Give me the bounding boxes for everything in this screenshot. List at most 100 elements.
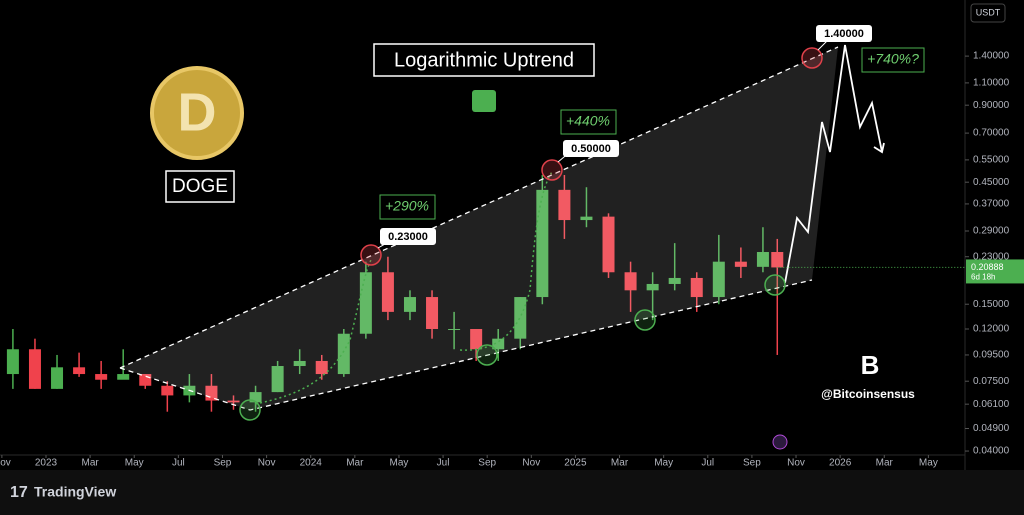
y-tick-label: 0.07500 bbox=[973, 376, 1010, 387]
peak-circle bbox=[541, 159, 563, 181]
x-tick-label: Jul bbox=[437, 458, 450, 469]
x-tick-label: Mar bbox=[876, 458, 894, 469]
x-tick-label: 2025 bbox=[564, 458, 587, 469]
callout-label: 0.23000 bbox=[388, 231, 428, 243]
markers bbox=[239, 47, 823, 421]
candle-body bbox=[602, 216, 615, 273]
coin-letter: D bbox=[178, 82, 217, 142]
candle-body bbox=[227, 400, 240, 403]
y-tick-label: 0.06100 bbox=[973, 399, 1010, 410]
wedge-fill bbox=[120, 47, 838, 410]
candle-body bbox=[271, 366, 284, 393]
candle-body bbox=[492, 338, 505, 350]
x-tick-label: 2024 bbox=[300, 458, 323, 469]
y-tick-label: 0.70000 bbox=[973, 128, 1010, 139]
candle-body bbox=[771, 252, 784, 268]
candle-body bbox=[403, 297, 416, 312]
x-tick-label: Sep bbox=[478, 458, 496, 469]
x-tick-label: 2026 bbox=[829, 458, 852, 469]
y-tick-label: 0.04000 bbox=[973, 446, 1010, 457]
candle-body bbox=[51, 367, 64, 389]
candle-body bbox=[337, 333, 350, 375]
symbol: DOGE bbox=[172, 176, 228, 197]
y-tick-label: 0.04900 bbox=[973, 423, 1010, 434]
candle-body bbox=[381, 272, 394, 312]
y-tick-label: 0.55000 bbox=[973, 155, 1010, 166]
y-tick-label: 1.40000 bbox=[973, 51, 1010, 62]
price-callout bbox=[563, 140, 619, 157]
price-callout bbox=[380, 228, 436, 245]
x-tick-label: Nov bbox=[522, 458, 540, 469]
candle-body bbox=[624, 272, 637, 291]
projection bbox=[784, 44, 883, 284]
x-tick-label: 2023 bbox=[35, 458, 58, 469]
candle-body bbox=[249, 392, 262, 403]
symbol-box bbox=[165, 170, 235, 203]
brand-logo: 17 bbox=[10, 484, 28, 501]
gain-label: +740%? bbox=[867, 51, 919, 67]
curve bbox=[254, 257, 373, 405]
y-tick-label: 0.90000 bbox=[973, 100, 1010, 111]
callout-label: 1.40000 bbox=[824, 28, 864, 40]
logo: B bbox=[861, 350, 880, 380]
candle-body bbox=[514, 297, 527, 339]
x-tick-label: Sep bbox=[214, 458, 232, 469]
candle-body bbox=[668, 277, 681, 284]
y-tick-label: 1.10000 bbox=[973, 78, 1010, 89]
x-tick-label: Sep bbox=[743, 458, 761, 469]
y-tick-label: 0.12000 bbox=[973, 324, 1010, 335]
icon bbox=[472, 90, 496, 112]
y-tick-label: 0.09500 bbox=[973, 350, 1010, 361]
gain-box bbox=[560, 109, 617, 135]
x-tick-label: Mar bbox=[346, 458, 364, 469]
candle-body bbox=[470, 329, 483, 350]
candle-body bbox=[734, 261, 747, 267]
price-callout bbox=[816, 25, 872, 42]
currency: USDT bbox=[976, 7, 1001, 17]
footer-bg bbox=[0, 470, 1024, 515]
candle-body bbox=[293, 360, 306, 367]
candle-body bbox=[712, 261, 725, 298]
low-circle bbox=[239, 399, 261, 421]
peak-circle bbox=[360, 244, 382, 266]
candle-body bbox=[315, 360, 328, 375]
candle-body bbox=[558, 189, 571, 221]
candle-body bbox=[426, 297, 439, 330]
last-price-label: 0.20888 bbox=[971, 262, 1004, 272]
last-price-box bbox=[966, 259, 1024, 284]
candle-body bbox=[6, 349, 19, 375]
gain-label: +440% bbox=[566, 113, 610, 129]
candle-body bbox=[580, 216, 593, 221]
candle-body bbox=[95, 374, 108, 380]
chart-title: Logarithmic Uptrend bbox=[394, 49, 574, 71]
x-tick-label: Nov bbox=[0, 458, 11, 469]
low-circle bbox=[476, 344, 498, 366]
y-tick-label: 0.23000 bbox=[973, 251, 1010, 262]
candles bbox=[6, 175, 784, 412]
y-tick-label: 0.45000 bbox=[973, 177, 1010, 188]
low-circle bbox=[764, 274, 786, 296]
lower-trendline bbox=[119, 279, 813, 411]
candle-body bbox=[28, 349, 41, 389]
x-tick-label: May bbox=[125, 458, 144, 469]
brand: TradingView bbox=[34, 484, 116, 500]
x-tick-label: Mar bbox=[81, 458, 99, 469]
low-circle bbox=[634, 309, 656, 331]
y-tick-label: 0.37000 bbox=[973, 199, 1010, 210]
gain-box bbox=[379, 194, 436, 220]
x-tick-label: Nov bbox=[258, 458, 276, 469]
x-tick-label: May bbox=[654, 458, 673, 469]
event-icon bbox=[772, 434, 788, 450]
candle-body bbox=[73, 367, 86, 375]
x-tick-label: May bbox=[919, 458, 938, 469]
x-tick-label: May bbox=[389, 458, 408, 469]
gain-label: +290% bbox=[385, 198, 429, 214]
candle-body bbox=[117, 374, 130, 380]
candle-body bbox=[448, 329, 461, 331]
x-tick-label: Jul bbox=[701, 458, 714, 469]
coin bbox=[150, 66, 244, 160]
candle-body bbox=[646, 283, 659, 291]
x-tick-label: Jul bbox=[172, 458, 185, 469]
candle-body bbox=[161, 385, 174, 396]
